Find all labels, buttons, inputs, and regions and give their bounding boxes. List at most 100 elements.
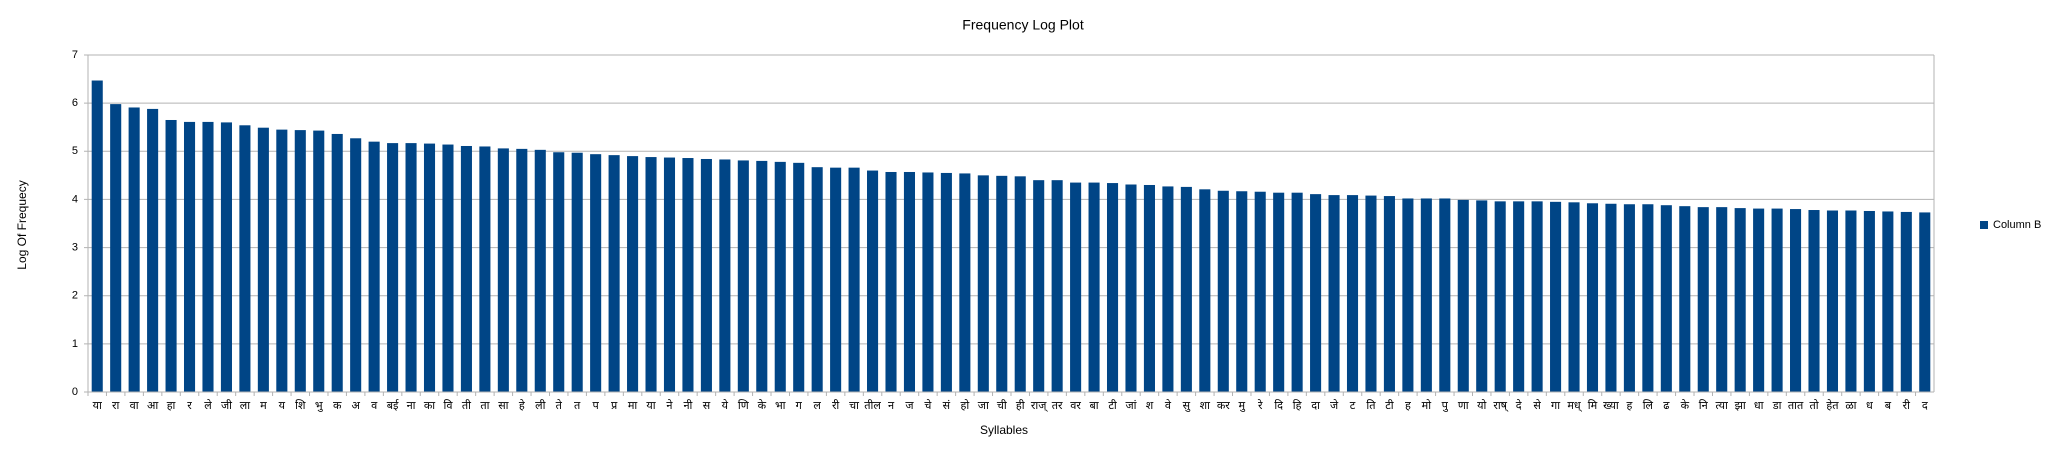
x-tick-label: शि	[295, 399, 306, 412]
x-tick-label: व	[371, 399, 378, 412]
x-tick-label: श	[1146, 399, 1154, 412]
bar	[147, 108, 159, 393]
bar	[793, 162, 805, 392]
bar	[294, 130, 306, 393]
bar	[1900, 211, 1912, 392]
bar	[922, 172, 934, 392]
x-axis-title: Syllables	[980, 423, 1028, 437]
bar	[1623, 204, 1635, 392]
x-tick-label: डा	[1772, 399, 1782, 412]
x-tick-label: के	[758, 399, 767, 412]
x-tick-label: भा	[775, 399, 786, 412]
bar	[313, 130, 325, 392]
x-tick-label: न	[888, 399, 895, 412]
y-tick-label: 7	[72, 49, 78, 61]
x-tick-label: जा	[978, 399, 989, 412]
x-tick-label: शा	[1200, 399, 1210, 412]
bar	[165, 119, 177, 392]
bar	[405, 143, 417, 392]
bar	[1531, 201, 1543, 392]
chart-title: Frequency Log Plot	[962, 17, 1084, 33]
y-axis-title: Log Of Frequecy	[15, 180, 29, 269]
x-tick-label: ब	[1885, 399, 1892, 412]
x-tick-label: त्या	[1715, 399, 1728, 412]
x-tick-label: ल	[813, 399, 821, 412]
bar	[331, 133, 343, 392]
x-tick-label: ली	[535, 399, 545, 412]
bar	[1716, 207, 1728, 392]
x-tick-label: ना	[407, 399, 416, 412]
bar	[1328, 195, 1340, 392]
bar	[885, 171, 897, 392]
bar	[1346, 195, 1359, 392]
bar	[959, 173, 971, 392]
x-tick-label: या	[93, 399, 102, 412]
bar	[1826, 210, 1839, 392]
bar	[1273, 192, 1285, 392]
x-tick-label: ही	[1016, 399, 1025, 412]
bar	[996, 175, 1008, 392]
x-tick-label: मा	[628, 399, 638, 412]
x-tick-label: तो	[1809, 399, 1818, 412]
bar	[867, 170, 879, 392]
x-tick-label: हि	[1293, 399, 1302, 412]
x-tick-label: मो	[1422, 399, 1432, 412]
x-tick-label: त	[574, 399, 581, 412]
x-tick-label: तील	[864, 399, 881, 412]
bar	[460, 145, 472, 392]
bar	[1679, 206, 1691, 392]
bar	[1291, 192, 1303, 392]
x-tick-label: प	[593, 399, 600, 412]
x-tick-label: या	[646, 399, 655, 412]
x-tick-label: वि	[443, 399, 453, 412]
x-tick-label: के	[1681, 399, 1690, 412]
x-tick-label: प्र	[611, 399, 618, 412]
bar	[627, 156, 639, 392]
bar	[1734, 208, 1746, 392]
bar	[1106, 183, 1119, 392]
bar	[1014, 176, 1026, 392]
x-tick-label: जी	[221, 399, 232, 412]
y-tick-label: 5	[72, 145, 78, 157]
bar	[110, 104, 122, 392]
x-tick-label: सं	[943, 399, 951, 412]
y-tick-label: 0	[72, 386, 78, 398]
legend-swatch	[1980, 221, 1988, 229]
bar	[1697, 207, 1709, 392]
bar	[1033, 180, 1045, 392]
x-tick-label: ध	[1866, 399, 1873, 412]
x-tick-label: सा	[498, 399, 508, 412]
bar	[1254, 191, 1266, 392]
x-tick-label: वे	[1165, 399, 1172, 412]
x-tick-label: मध्	[1567, 399, 1582, 412]
x-tick-label: का	[424, 399, 435, 412]
x-tick-label: ग	[796, 399, 803, 412]
x-tick-label: री	[832, 399, 839, 412]
bar	[645, 157, 657, 392]
x-tick-label: पु	[1442, 399, 1449, 412]
x-tick-label: ह	[1626, 399, 1632, 412]
x-tick-label: चे	[924, 399, 932, 412]
bar	[590, 154, 602, 392]
x-tick-label: स	[703, 399, 711, 412]
x-tick-label: बा	[1089, 399, 1098, 412]
bar	[1753, 208, 1765, 392]
bar	[387, 143, 399, 392]
x-tick-label: दे	[1516, 399, 1522, 412]
x-tick-label: टी	[1385, 399, 1394, 412]
bar	[1088, 182, 1100, 392]
bar	[91, 80, 103, 392]
x-tick-label: हो	[960, 399, 969, 412]
x-tick-label: टी	[1108, 399, 1117, 412]
bar	[128, 107, 140, 393]
bar	[1070, 182, 1082, 392]
bar	[571, 152, 583, 392]
bar	[1365, 195, 1377, 392]
bar	[1217, 190, 1229, 392]
x-tick-label: री	[1903, 399, 1910, 412]
bar	[774, 161, 786, 392]
bar	[1180, 186, 1192, 392]
bar	[479, 146, 491, 392]
x-tick-label: राष्	[1493, 399, 1509, 412]
